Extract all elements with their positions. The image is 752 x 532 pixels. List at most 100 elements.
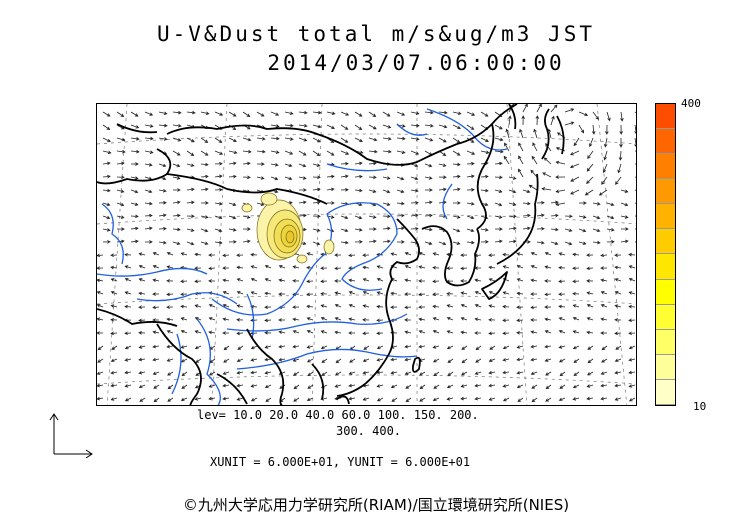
wind-arrow bbox=[508, 115, 512, 126]
wind-arrow bbox=[438, 163, 447, 167]
wind-arrow bbox=[180, 397, 188, 402]
wind-arrow bbox=[628, 331, 636, 336]
wind-arrow bbox=[242, 111, 251, 117]
wind-arrow bbox=[396, 226, 405, 231]
wind-arrow bbox=[158, 137, 168, 141]
wind-arrow bbox=[438, 124, 448, 129]
wind-arrow bbox=[208, 266, 216, 271]
wind-arrow bbox=[166, 344, 174, 349]
wind-arrow bbox=[102, 174, 111, 179]
wind-arrow bbox=[536, 200, 545, 205]
wind-arrow bbox=[452, 162, 461, 167]
wind-arrow bbox=[432, 292, 440, 297]
wind-arrow bbox=[410, 226, 419, 231]
wind-arrow bbox=[321, 358, 328, 363]
wind-arrow bbox=[461, 345, 468, 350]
wind-arrow bbox=[634, 124, 636, 135]
wind-arrow bbox=[466, 150, 476, 155]
wind-arrow bbox=[376, 384, 384, 388]
wind-arrow bbox=[488, 358, 496, 363]
wind-arrow bbox=[508, 189, 517, 194]
wind-arrow bbox=[320, 279, 328, 284]
wind-arrow bbox=[362, 370, 370, 375]
wind-arrow bbox=[354, 161, 363, 166]
wind-arrow bbox=[573, 358, 580, 363]
wind-arrow bbox=[138, 264, 146, 269]
wind-arrow bbox=[564, 228, 573, 232]
wind-arrow bbox=[144, 136, 154, 141]
wind-arrow bbox=[466, 174, 475, 179]
wind-arrow bbox=[326, 201, 335, 205]
wind-arrow bbox=[194, 304, 202, 308]
wind-arrow bbox=[634, 241, 636, 243]
wind-arrow bbox=[502, 265, 510, 269]
unit-scale-text: XUNIT = 6.000E+01, YUNIT = 6.000E+01 bbox=[210, 455, 471, 469]
wind-arrow bbox=[466, 161, 475, 166]
wind-arrow bbox=[550, 213, 559, 218]
wind-arrow bbox=[306, 304, 314, 309]
wind-arrow bbox=[368, 215, 377, 219]
wind-arrow bbox=[138, 252, 146, 256]
wind-arrow bbox=[97, 266, 104, 270]
wind-arrow bbox=[404, 305, 412, 310]
wind-arrow bbox=[480, 188, 489, 193]
wind-arrow bbox=[152, 344, 160, 349]
wind-arrow bbox=[250, 397, 258, 402]
wind-arrow bbox=[354, 215, 363, 220]
wind-arrow bbox=[522, 201, 531, 206]
wind-arrow bbox=[418, 305, 426, 309]
wind-arrow bbox=[600, 278, 608, 283]
wind-arrow bbox=[152, 318, 160, 322]
wind-arrow bbox=[606, 215, 615, 220]
wind-arrow bbox=[348, 396, 356, 401]
wind-arrow bbox=[424, 163, 433, 168]
wind-arrow bbox=[502, 397, 510, 402]
wind-arrow bbox=[368, 239, 377, 244]
wind-arrow bbox=[250, 277, 258, 282]
wind-arrow bbox=[278, 344, 286, 349]
wind-arrow bbox=[446, 384, 454, 389]
wind-arrow bbox=[144, 213, 153, 218]
wind-arrow bbox=[516, 252, 524, 256]
wind-arrow bbox=[144, 189, 153, 194]
wind-arrow bbox=[396, 150, 406, 154]
wind-arrow bbox=[186, 228, 195, 232]
wind-arrow bbox=[320, 291, 328, 296]
wind-arrow bbox=[284, 137, 294, 141]
wind-arrow bbox=[97, 396, 104, 401]
wind-arrow bbox=[620, 111, 624, 122]
wind-arrow bbox=[97, 291, 104, 295]
wind-arrow bbox=[236, 331, 244, 336]
wind-arrow bbox=[306, 252, 314, 256]
wind-arrow bbox=[306, 329, 314, 334]
wind-arrow bbox=[362, 265, 370, 270]
wind-arrow bbox=[382, 111, 391, 117]
wind-arrow bbox=[236, 318, 244, 322]
wind-arrow bbox=[228, 174, 237, 179]
wind-arrow bbox=[382, 226, 391, 231]
wind-arrow bbox=[614, 370, 622, 375]
wind-arrow bbox=[474, 317, 482, 322]
wind-arrow bbox=[348, 371, 356, 375]
wind-arrow bbox=[530, 252, 538, 256]
wind-arrow bbox=[620, 215, 629, 219]
wind-arrow bbox=[578, 228, 587, 233]
wind-arrow bbox=[452, 124, 461, 130]
wind-arrow bbox=[410, 176, 419, 181]
wind-arrow bbox=[214, 187, 223, 192]
wind-arrow bbox=[628, 304, 636, 309]
wind-arrow bbox=[424, 176, 433, 180]
wind-arrow bbox=[390, 384, 398, 389]
wind-arrow bbox=[250, 291, 258, 295]
wind-arrow bbox=[110, 304, 118, 308]
wind-arrow bbox=[236, 397, 244, 401]
wind-arrow bbox=[628, 291, 636, 295]
wind-arrow bbox=[494, 137, 504, 142]
wind-arrow bbox=[404, 265, 412, 269]
colorbar-segment bbox=[656, 179, 675, 205]
wind-arrow bbox=[545, 371, 552, 376]
wind-arrow bbox=[474, 304, 482, 308]
wind-arrow bbox=[326, 174, 335, 179]
wind-arrow bbox=[172, 123, 182, 128]
wind-arrow bbox=[419, 384, 426, 390]
